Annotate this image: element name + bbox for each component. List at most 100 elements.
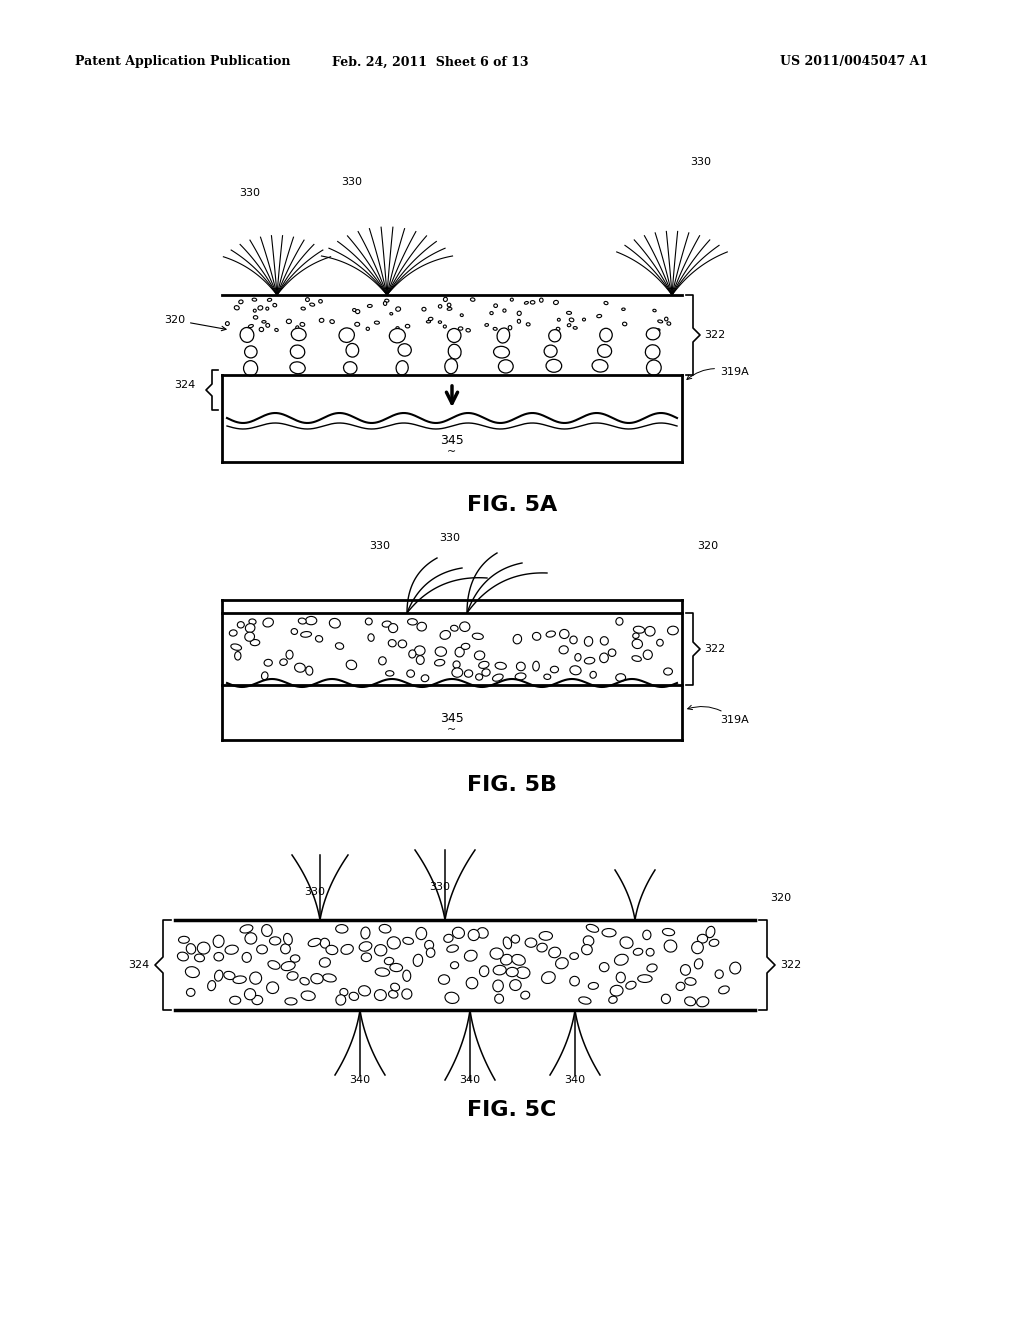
Ellipse shape bbox=[417, 622, 426, 631]
Ellipse shape bbox=[311, 974, 324, 983]
Ellipse shape bbox=[638, 974, 652, 982]
Ellipse shape bbox=[413, 954, 423, 966]
Ellipse shape bbox=[326, 945, 338, 954]
Ellipse shape bbox=[246, 623, 255, 632]
Text: 330: 330 bbox=[341, 177, 362, 187]
Ellipse shape bbox=[261, 672, 268, 680]
Ellipse shape bbox=[503, 937, 512, 949]
Ellipse shape bbox=[387, 937, 400, 949]
Ellipse shape bbox=[447, 329, 461, 342]
Ellipse shape bbox=[340, 989, 348, 995]
Ellipse shape bbox=[274, 329, 279, 331]
Ellipse shape bbox=[540, 932, 553, 940]
Ellipse shape bbox=[366, 618, 372, 624]
Ellipse shape bbox=[493, 979, 504, 991]
Ellipse shape bbox=[490, 948, 503, 960]
Ellipse shape bbox=[438, 305, 442, 308]
Ellipse shape bbox=[368, 634, 374, 642]
Ellipse shape bbox=[485, 323, 488, 326]
Ellipse shape bbox=[598, 345, 611, 358]
Ellipse shape bbox=[238, 622, 245, 628]
Ellipse shape bbox=[178, 936, 189, 944]
Ellipse shape bbox=[494, 965, 506, 975]
Ellipse shape bbox=[177, 952, 188, 961]
Ellipse shape bbox=[452, 668, 463, 677]
Ellipse shape bbox=[445, 993, 459, 1003]
Ellipse shape bbox=[549, 948, 561, 958]
Ellipse shape bbox=[346, 660, 356, 669]
Ellipse shape bbox=[291, 628, 298, 635]
Ellipse shape bbox=[266, 323, 269, 327]
Ellipse shape bbox=[608, 649, 615, 656]
Ellipse shape bbox=[240, 327, 254, 342]
Ellipse shape bbox=[499, 360, 513, 374]
Ellipse shape bbox=[229, 997, 241, 1005]
Ellipse shape bbox=[382, 620, 391, 627]
Ellipse shape bbox=[402, 937, 414, 944]
Ellipse shape bbox=[402, 970, 411, 981]
Ellipse shape bbox=[263, 618, 273, 627]
Ellipse shape bbox=[466, 977, 478, 989]
Ellipse shape bbox=[291, 345, 305, 359]
Ellipse shape bbox=[186, 989, 195, 997]
Text: Patent Application Publication: Patent Application Publication bbox=[75, 55, 291, 69]
Ellipse shape bbox=[615, 673, 626, 681]
Ellipse shape bbox=[438, 974, 450, 985]
Ellipse shape bbox=[309, 304, 314, 306]
Ellipse shape bbox=[626, 981, 636, 989]
Ellipse shape bbox=[681, 965, 690, 975]
Ellipse shape bbox=[385, 300, 389, 302]
Ellipse shape bbox=[367, 327, 370, 330]
Text: 324: 324 bbox=[174, 380, 195, 389]
Ellipse shape bbox=[375, 990, 386, 1001]
Ellipse shape bbox=[461, 643, 470, 649]
Ellipse shape bbox=[336, 995, 346, 1005]
Ellipse shape bbox=[653, 329, 656, 333]
Text: 319A: 319A bbox=[688, 705, 749, 725]
Ellipse shape bbox=[258, 306, 263, 310]
Ellipse shape bbox=[550, 667, 558, 673]
Ellipse shape bbox=[434, 660, 444, 665]
Ellipse shape bbox=[459, 327, 463, 330]
Text: 330: 330 bbox=[304, 887, 326, 898]
Ellipse shape bbox=[301, 991, 315, 1001]
Ellipse shape bbox=[646, 948, 654, 956]
Ellipse shape bbox=[632, 656, 641, 661]
Ellipse shape bbox=[208, 981, 216, 991]
Ellipse shape bbox=[465, 950, 477, 961]
Ellipse shape bbox=[390, 313, 393, 315]
Ellipse shape bbox=[361, 953, 372, 961]
Ellipse shape bbox=[587, 924, 599, 932]
Ellipse shape bbox=[513, 635, 521, 644]
Ellipse shape bbox=[435, 647, 446, 656]
Text: 330: 330 bbox=[690, 157, 711, 168]
Ellipse shape bbox=[668, 626, 678, 635]
Ellipse shape bbox=[569, 977, 580, 986]
Ellipse shape bbox=[245, 632, 255, 642]
Ellipse shape bbox=[230, 644, 242, 651]
Ellipse shape bbox=[415, 645, 425, 655]
Ellipse shape bbox=[359, 941, 372, 952]
Ellipse shape bbox=[308, 939, 321, 946]
Ellipse shape bbox=[406, 325, 410, 327]
Ellipse shape bbox=[319, 318, 324, 322]
Ellipse shape bbox=[517, 319, 520, 323]
Ellipse shape bbox=[195, 954, 205, 962]
Ellipse shape bbox=[566, 312, 571, 314]
Ellipse shape bbox=[475, 673, 482, 680]
Ellipse shape bbox=[213, 935, 224, 948]
Ellipse shape bbox=[559, 630, 569, 639]
Ellipse shape bbox=[444, 359, 458, 374]
Ellipse shape bbox=[425, 940, 433, 950]
Ellipse shape bbox=[446, 945, 459, 952]
Ellipse shape bbox=[318, 300, 323, 304]
Ellipse shape bbox=[597, 314, 602, 318]
Ellipse shape bbox=[569, 953, 579, 960]
Text: 322: 322 bbox=[780, 960, 801, 970]
Ellipse shape bbox=[315, 636, 323, 642]
Ellipse shape bbox=[375, 945, 387, 956]
Ellipse shape bbox=[417, 656, 424, 664]
Ellipse shape bbox=[355, 310, 359, 314]
Ellipse shape bbox=[540, 298, 543, 302]
Ellipse shape bbox=[489, 312, 494, 314]
